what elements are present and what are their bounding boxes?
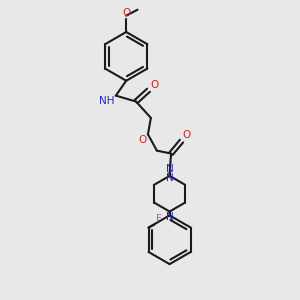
Text: O: O — [138, 135, 146, 145]
Text: O: O — [122, 8, 130, 18]
Text: N: N — [166, 212, 173, 222]
Text: N: N — [166, 164, 173, 174]
Text: O: O — [150, 80, 158, 90]
Text: F: F — [156, 214, 161, 224]
Text: O: O — [183, 130, 191, 140]
Text: N: N — [166, 173, 173, 184]
Text: NH: NH — [99, 96, 115, 106]
